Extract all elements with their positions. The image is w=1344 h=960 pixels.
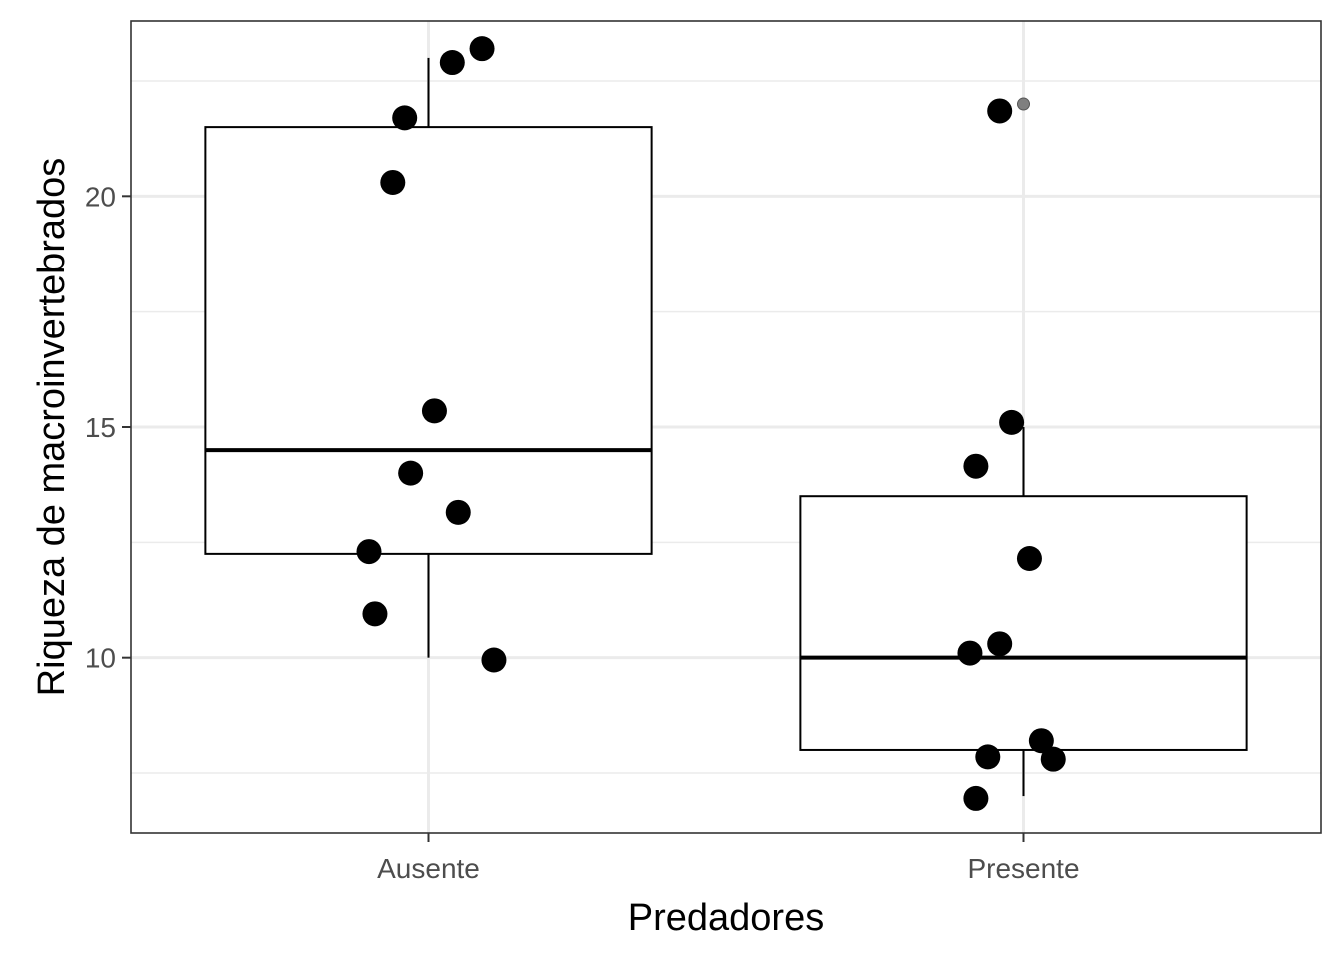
x-tick-label: Ausente	[377, 853, 480, 884]
data-point	[963, 785, 989, 811]
data-point	[975, 744, 1001, 770]
y-tick-label: 20	[85, 181, 116, 212]
data-point	[957, 640, 983, 666]
data-point	[469, 36, 495, 62]
data-point	[362, 601, 388, 627]
data-point	[1028, 728, 1054, 754]
x-axis-title: Predadores	[628, 897, 824, 939]
data-point	[380, 169, 406, 195]
outlier-point	[1017, 97, 1030, 111]
data-point	[987, 631, 1013, 657]
data-point	[963, 453, 989, 479]
data-point	[445, 499, 471, 525]
data-point	[999, 409, 1025, 435]
x-tick-label: Presente	[967, 853, 1079, 884]
data-point	[439, 50, 465, 76]
data-point	[1016, 545, 1042, 571]
box-iqr	[204, 126, 653, 555]
data-point	[987, 98, 1013, 124]
axes: 10 15 20 Ausente Presente	[85, 181, 1080, 884]
data-point	[421, 398, 447, 424]
data-point	[392, 105, 418, 131]
boxes	[204, 57, 1248, 797]
box-iqr	[799, 495, 1248, 751]
data-points	[356, 36, 1066, 811]
y-tick-label: 15	[85, 412, 116, 443]
data-point	[481, 647, 507, 673]
data-point	[398, 460, 424, 486]
data-point	[356, 539, 382, 565]
y-axis-title: Riqueza de macroinvertebrados	[31, 158, 73, 697]
y-tick-label: 10	[85, 643, 116, 674]
data-point	[1040, 746, 1066, 772]
